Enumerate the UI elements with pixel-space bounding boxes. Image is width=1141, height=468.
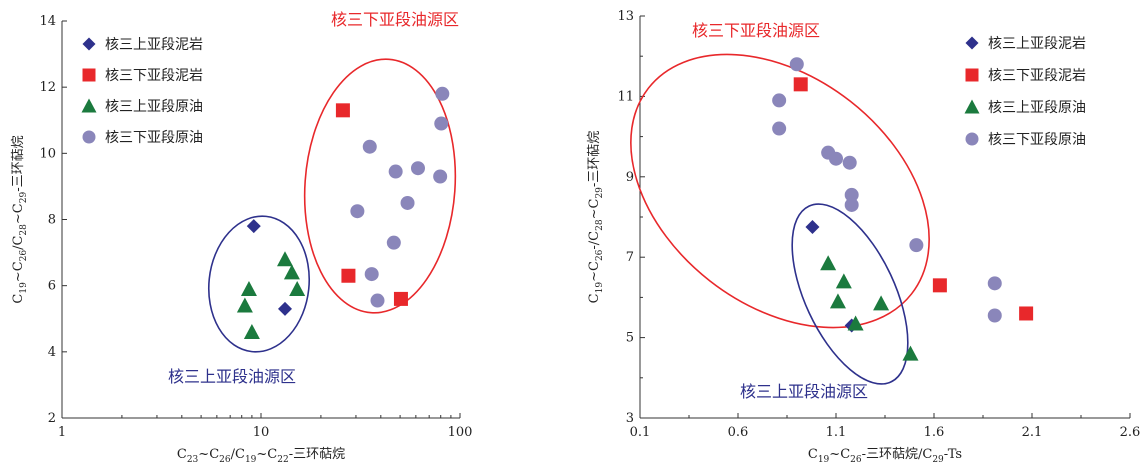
- data-point-diamond: [246, 219, 261, 234]
- legend-label: 核三下亚段原油: [105, 130, 203, 146]
- data-point-circle: [772, 93, 787, 108]
- legend-label: 核三上亚段泥岩: [988, 36, 1086, 52]
- x-axis-title: C19​~C26​-三环萜烷/C29​-Ts: [808, 447, 962, 464]
- left-scatter-chart: 2 4 6 8 10 12 14 1 10 100 C23​~C26​/C19​~C22​-三环萜烷…: [0, 0, 570, 465]
- x-tick-label: 1: [58, 425, 66, 440]
- data-point-triangle: [829, 293, 846, 309]
- legend-marker-diamond: [82, 37, 96, 51]
- legend-marker-circle: [965, 132, 979, 146]
- y-tick-label: 3: [626, 411, 634, 426]
- data-point-triangle: [835, 273, 852, 289]
- left-chart-svg: 2 4 6 8 10 12 14 1 10 100 C23​~C26​/C19​~C22​-三环萜烷…: [11, 10, 473, 465]
- data-point-square: [393, 291, 408, 306]
- y-tick-label: 4: [48, 345, 56, 360]
- legend-label: 核三下亚段泥岩: [105, 68, 203, 84]
- right-chart-svg: 3 5 7 9 11 13 0.1 0.6 1.1 1.6 2.1 2.6 C19​~C26​-三环萜烷…: [587, 9, 1141, 465]
- data-point-circle: [362, 139, 377, 154]
- data-point-diamond: [277, 301, 292, 316]
- data-point-circle: [987, 308, 1002, 323]
- data-point-circle: [435, 86, 450, 101]
- data-point-circle: [370, 293, 385, 308]
- x-tick-label: 2.1: [1022, 425, 1043, 440]
- y-tick-label: 14: [39, 14, 56, 29]
- data-point-circle: [433, 169, 448, 184]
- red-region-label: 核三下亚段油源区: [331, 10, 459, 29]
- data-point-square: [932, 278, 947, 293]
- data-point-square: [341, 268, 356, 283]
- y-tick-label: 7: [626, 250, 634, 265]
- data-point-circle: [386, 235, 401, 250]
- data-point-circle: [844, 187, 859, 202]
- x-tick-label: 100: [448, 425, 473, 440]
- y-axis-title: C19​~C26​-/C28​~C29​-三环萜烷: [587, 131, 605, 304]
- data-point-circle: [909, 238, 924, 253]
- x-tick-label: 10: [253, 425, 270, 440]
- x-tick-label: 2.6: [1120, 425, 1141, 440]
- x-tick-label: 1.1: [826, 425, 847, 440]
- data-point-circle: [400, 195, 415, 210]
- data-point-circle: [410, 161, 425, 176]
- legend-marker-triangle: [81, 98, 97, 113]
- red-region-label: 核三下亚段油源区: [692, 21, 820, 40]
- data-point-triangle: [289, 280, 306, 296]
- data-point-circle: [350, 204, 365, 219]
- red-region-ellipse: [630, 53, 930, 329]
- data-point-diamond: [805, 220, 820, 235]
- blue-region-label: 核三上亚段油源区: [740, 382, 868, 401]
- data-point-circle: [842, 155, 857, 170]
- blue-region-ellipse: [207, 215, 311, 353]
- data-point-square: [1019, 306, 1034, 321]
- y-tick-label: 11: [617, 89, 634, 104]
- y-tick-label: 6: [48, 279, 56, 294]
- y-axis-title: C19​~C26​/C28​~C29​-三环萜烷: [11, 135, 29, 303]
- y-tick-label: 5: [626, 331, 634, 346]
- y-tick-label: 9: [626, 170, 634, 185]
- x-axis-title: C23​~C26​/C19​~C22​-三环萜烷: [177, 447, 345, 464]
- data-point-circle: [829, 151, 843, 166]
- data-point-circle: [987, 276, 1002, 291]
- data-point-triangle: [847, 315, 864, 331]
- data-point-triangle: [236, 297, 253, 313]
- x-tick-label: 0.1: [630, 425, 651, 440]
- legend-label: 核三上亚段原油: [105, 99, 203, 115]
- y-tick-label: 8: [48, 213, 56, 228]
- right-scatter-chart: 3 5 7 9 11 13 0.1 0.6 1.1 1.6 2.1 2.6 C19​~C26​-三环萜烷…: [570, 0, 1141, 465]
- legend-label: 核三下亚段泥岩: [988, 68, 1086, 84]
- red-region-ellipse: [303, 58, 457, 314]
- data-point-triangle: [243, 323, 260, 339]
- y-tick-label: 10: [39, 146, 56, 161]
- data-point-circle: [772, 121, 787, 136]
- blue-region-ellipse: [791, 203, 909, 385]
- y-tick-label: 13: [617, 9, 634, 24]
- data-point-circle: [434, 116, 449, 131]
- legend-marker-diamond: [965, 36, 979, 50]
- blue-region-label: 核三上亚段油源区: [168, 367, 296, 386]
- data-point-circle: [364, 267, 379, 282]
- data-point-triangle: [820, 255, 837, 271]
- data-point-square: [335, 103, 350, 118]
- data-point-triangle: [873, 295, 890, 311]
- y-tick-label: 12: [39, 80, 56, 95]
- legend-marker-square: [82, 68, 96, 82]
- y-tick-label: 2: [48, 411, 56, 426]
- legend-label: 核三上亚段泥岩: [105, 37, 203, 53]
- data-point-triangle: [283, 264, 300, 280]
- legend-marker-circle: [82, 130, 96, 144]
- data-point-triangle: [902, 345, 919, 361]
- legend-label: 核三上亚段原油: [988, 100, 1086, 116]
- data-point-circle: [789, 57, 804, 72]
- legend-label: 核三下亚段原油: [988, 132, 1086, 148]
- x-tick-label: 0.6: [728, 425, 749, 440]
- data-point-triangle: [240, 280, 257, 296]
- legend-marker-triangle: [964, 99, 980, 114]
- data-point-circle: [388, 164, 403, 179]
- data-point-triangle: [276, 251, 293, 267]
- x-tick-label: 1.6: [924, 425, 945, 440]
- data-point-square: [793, 77, 808, 92]
- legend-marker-square: [965, 68, 979, 82]
- data-point-circle: [844, 197, 859, 212]
